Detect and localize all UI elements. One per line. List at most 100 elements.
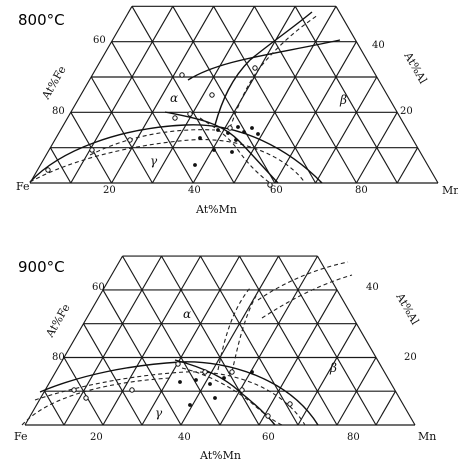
left-tick-60: 60 (93, 35, 106, 46)
bottom-tick-20: 20 (103, 185, 116, 196)
data-point (212, 148, 216, 152)
grid-line-diagonal (131, 6, 235, 184)
right-tick-40: 40 (366, 282, 379, 293)
phase-beta: β (339, 93, 347, 107)
points-900c (71, 361, 293, 419)
phase-beta: β (329, 361, 337, 375)
phase-gamma: γ (150, 154, 158, 168)
grid-line-diagonal (151, 6, 255, 184)
data-point (83, 395, 89, 401)
data-point (213, 396, 217, 400)
right-axis-label: At%Al (393, 290, 422, 327)
data-point (71, 387, 77, 393)
grid-line-diagonal (29, 6, 133, 184)
left-tick-80: 80 (52, 352, 65, 363)
data-point (252, 65, 258, 71)
inner-dashed-2 (199, 117, 271, 184)
bottom-tick-20: 20 (90, 432, 103, 443)
grid-line-diagonal (111, 41, 194, 184)
grid-line-diagonal (44, 390, 65, 426)
grid-line-diagonal (70, 6, 174, 184)
grid-line-diagonal (141, 255, 240, 426)
data-point (265, 413, 271, 419)
bottom-tick-40: 40 (178, 432, 191, 443)
bottom-axis-label: At%Mn (199, 449, 241, 462)
gamma-boundary-dashed (34, 371, 306, 426)
grid-line-diagonal (200, 255, 299, 426)
gamma-boundary-dashed-2 (21, 377, 171, 426)
alpha-beta-boundary-dashed (181, 367, 283, 426)
corner-label-mn: Mn (418, 430, 436, 443)
data-point (209, 92, 215, 98)
data-point (172, 115, 178, 121)
grid-800c (29, 5, 439, 184)
grid-line-diagonal (239, 255, 338, 426)
upper-curve-solid (187, 39, 341, 81)
grid-line-diagonal (375, 390, 396, 426)
grid-line-diagonal (49, 147, 72, 184)
data-point (179, 72, 185, 78)
right-tick-20: 20 (404, 352, 417, 363)
grid-line-diagonal (315, 76, 378, 184)
data-point (230, 150, 234, 154)
grid-line-diagonal (253, 6, 357, 184)
left-axis-label: At%Fe (43, 302, 73, 341)
alpha-region-solid (214, 11, 313, 126)
data-point (216, 128, 220, 132)
grid-line-diagonal (335, 6, 439, 184)
grid-line-diagonal (63, 357, 104, 426)
data-point (178, 380, 182, 384)
gamma-boundary-solid (29, 124, 323, 184)
grid-line-diagonal (192, 6, 296, 184)
bottom-tick-60: 60 (270, 185, 283, 196)
diagram-900c: 900°C Fe Mn At%Mn At%Fe At%Al 20 40 60 8… (14, 255, 436, 462)
data-point (198, 136, 202, 140)
corner-label-fe: Fe (16, 180, 30, 193)
points-800c (45, 65, 273, 188)
data-point (194, 378, 198, 382)
grid-line-diagonal (213, 6, 317, 184)
right-axis-label: At%Al (401, 49, 430, 86)
grid-line-diagonal (111, 6, 215, 184)
right-tick-20: 20 (400, 106, 413, 117)
data-point (227, 125, 233, 131)
bottom-axis-label: At%Mn (195, 203, 237, 216)
grid-line-diagonal (102, 289, 182, 426)
data-point (208, 382, 212, 386)
corner-label-fe: Fe (14, 430, 28, 443)
bottom-tick-60: 60 (262, 432, 275, 443)
phase-alpha: α (183, 307, 191, 321)
phase-gamma: γ (155, 406, 163, 420)
data-point (188, 403, 192, 407)
grid-line-diagonal (24, 255, 123, 426)
grid-line-diagonal (172, 6, 276, 184)
grid-line-diagonal (63, 255, 162, 426)
data-point (256, 132, 260, 136)
left-tick-60: 60 (92, 282, 105, 293)
data-point (267, 182, 273, 188)
data-point (193, 163, 197, 167)
grid-line-diagonal (161, 255, 260, 426)
data-point (234, 138, 238, 142)
grid-line-diagonal (180, 255, 279, 426)
grid-line-diagonal (90, 76, 153, 184)
grid-line-diagonal (297, 323, 357, 426)
data-point (175, 361, 181, 367)
inner-dashed-1 (89, 129, 216, 156)
left-tick-80: 80 (52, 106, 65, 117)
data-point (187, 111, 193, 117)
upper-dashed-2 (261, 274, 353, 319)
data-point (239, 387, 245, 393)
grid-line-diagonal (219, 255, 318, 426)
grid-line-diagonal (278, 255, 377, 426)
alpha-region-dashed-2 (231, 295, 257, 373)
temperature-label: 900°C (18, 258, 65, 276)
gamma-boundary-dashed (29, 139, 306, 184)
alpha-region-dashed-1 (217, 287, 251, 371)
grid-900c (24, 255, 416, 426)
bottom-tick-80: 80 (355, 185, 368, 196)
bottom-tick-80: 80 (347, 432, 360, 443)
data-point (129, 387, 135, 393)
grid-line-diagonal (83, 323, 143, 426)
